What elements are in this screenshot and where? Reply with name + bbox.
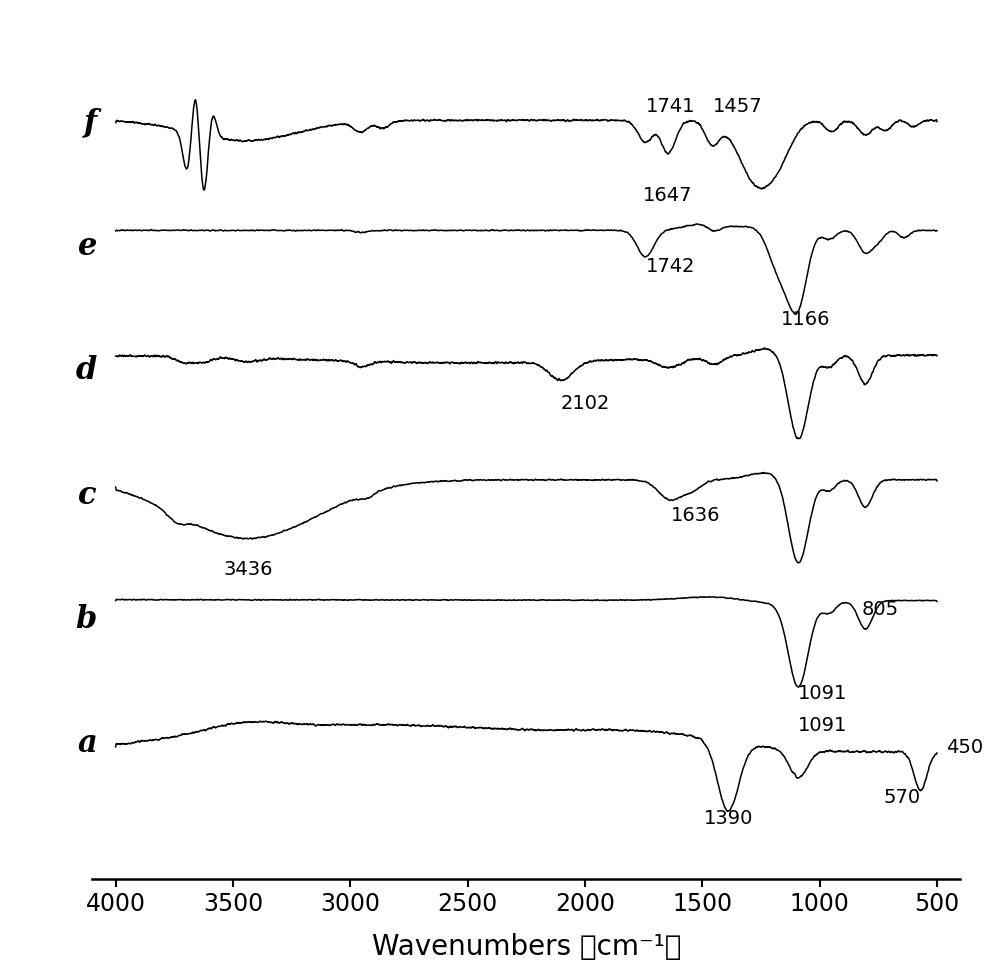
Text: 570: 570 — [883, 788, 921, 807]
Text: 1742: 1742 — [646, 258, 695, 276]
Text: d: d — [76, 355, 97, 386]
Text: 1166: 1166 — [781, 309, 830, 329]
Text: 1636: 1636 — [670, 506, 720, 525]
Text: f: f — [84, 106, 97, 138]
Text: 1741: 1741 — [646, 97, 695, 116]
Text: a: a — [77, 728, 97, 759]
Text: 805: 805 — [862, 600, 899, 620]
Text: 1457: 1457 — [712, 97, 762, 116]
Text: b: b — [76, 604, 97, 634]
Text: 1091: 1091 — [798, 684, 848, 704]
Text: 1390: 1390 — [703, 808, 753, 828]
Text: e: e — [78, 231, 97, 263]
Text: c: c — [78, 479, 97, 510]
Text: 450: 450 — [946, 738, 983, 757]
Text: 3436: 3436 — [223, 560, 273, 579]
Text: 1091: 1091 — [798, 715, 848, 735]
Text: 1647: 1647 — [643, 185, 693, 205]
Text: 2102: 2102 — [561, 394, 610, 413]
X-axis label: Wavenumbers （cm⁻¹）: Wavenumbers （cm⁻¹） — [372, 933, 681, 961]
